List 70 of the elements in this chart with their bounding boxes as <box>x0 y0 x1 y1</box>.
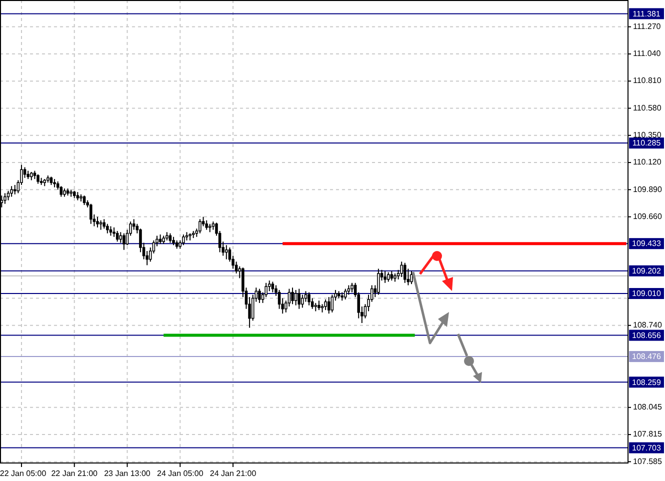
x-tick-label: 22 Jan 05:00 <box>0 469 47 478</box>
candlestick <box>318 300 320 311</box>
candlestick <box>301 294 304 308</box>
candlestick <box>386 272 390 282</box>
candlestick <box>168 232 172 244</box>
y-tick-label: 108.740 <box>633 320 662 330</box>
candlestick <box>377 268 380 296</box>
y-tick-label: 107.585 <box>633 456 662 466</box>
y-tick-label: 110.810 <box>633 76 662 86</box>
ref-line-label: 109.010 <box>632 289 662 298</box>
candlestick <box>330 294 334 313</box>
y-tick-label: 110.120 <box>633 158 662 167</box>
candlestick <box>384 270 386 284</box>
candlestick <box>278 289 281 310</box>
candlestick <box>344 288 347 300</box>
candlestick <box>205 220 208 230</box>
candlestick <box>350 282 354 293</box>
ref-line-label: 108.259 <box>632 378 662 387</box>
candlestick <box>225 244 228 260</box>
y-tick-label: 111.040 <box>633 49 662 58</box>
candlestick <box>99 220 102 230</box>
x-tick-label: 24 Jan 21:00 <box>210 469 257 478</box>
candlestick <box>132 218 136 230</box>
candlestick <box>410 270 413 285</box>
candlestick <box>60 186 63 198</box>
candlestick <box>291 287 294 305</box>
ref-line-label: 109.202 <box>632 266 662 276</box>
candlestick <box>122 232 126 250</box>
candlestick <box>327 296 330 314</box>
candlestick <box>82 195 86 206</box>
y-tick-label: 109.890 <box>633 184 662 194</box>
ref-line-label: 107.703 <box>632 443 662 452</box>
candlestick <box>294 289 298 306</box>
candlestick <box>106 223 109 234</box>
ref-line-label: 109.433 <box>632 239 662 248</box>
candlestick <box>324 298 327 311</box>
candlestick <box>182 234 185 246</box>
candlestick <box>347 284 350 296</box>
candlestick <box>308 292 310 306</box>
candlestick <box>258 288 261 304</box>
candlestick <box>13 184 16 195</box>
x-tick-label: 24 Jan 05:00 <box>157 469 204 478</box>
y-tick-label: 110.350 <box>633 130 662 140</box>
ref-line-label: 108.476 <box>632 352 662 362</box>
candlestick <box>10 186 13 198</box>
y-tick-label: 111.270 <box>633 22 662 31</box>
candlestick <box>90 203 92 224</box>
x-tick-label: 23 Jan 13:00 <box>104 469 151 478</box>
ref-line-label: 110.285 <box>632 138 662 148</box>
candlestick <box>404 262 406 284</box>
candlestick <box>4 192 6 204</box>
y-tick-label: 107.815 <box>633 430 662 439</box>
candlestick <box>36 174 40 184</box>
candlestick <box>158 234 162 244</box>
ref-line-label: 111.381 <box>632 9 661 18</box>
candlestick <box>112 226 116 238</box>
candlestick <box>390 270 394 282</box>
candlestick <box>400 261 403 278</box>
candlestick <box>102 218 106 230</box>
candlestick <box>198 218 202 234</box>
y-tick-label: 110.580 <box>633 103 662 112</box>
candlestick <box>116 230 119 242</box>
candlestick <box>271 281 274 293</box>
candlestick <box>109 226 112 236</box>
x-tick-label: 22 Jan 21:00 <box>51 469 98 478</box>
y-tick-label: 109.660 <box>633 212 662 221</box>
ref-line-label: 108.656 <box>632 330 662 340</box>
y-tick-label: 108.045 <box>633 402 662 412</box>
candlestick <box>96 216 99 228</box>
candlestick <box>298 288 301 310</box>
